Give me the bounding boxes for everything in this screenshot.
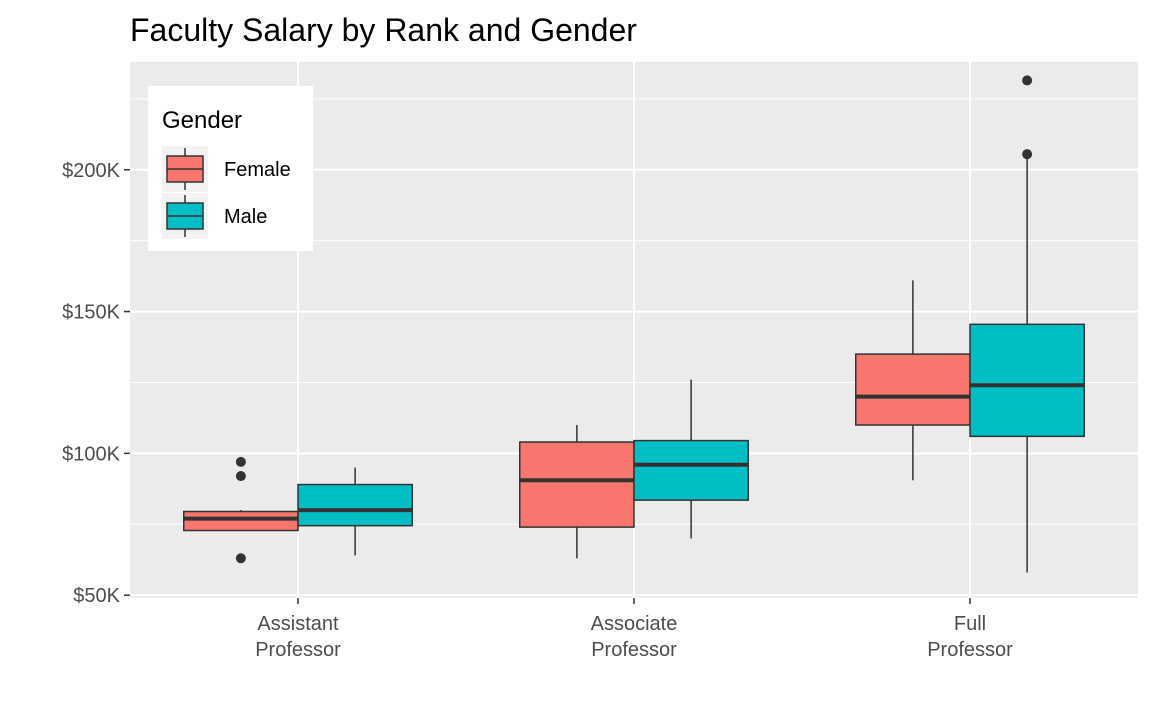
x-tick-label: Professor [255, 639, 341, 661]
y-tick-label: $100K [62, 443, 120, 465]
box-female-2 [855, 280, 971, 481]
outlier-point [1022, 75, 1033, 86]
box-iqr [519, 441, 635, 528]
x-tick-label: Professor [591, 639, 677, 661]
box-iqr [855, 353, 971, 426]
x-tick-label: Professor [927, 639, 1013, 661]
box-iqr [633, 439, 749, 501]
legend-label: Female [224, 159, 291, 181]
legend-key-male [162, 193, 208, 239]
y-tick-label: $50K [73, 585, 120, 607]
outlier-point [235, 553, 246, 564]
legend: Gender Female Male [148, 86, 313, 251]
chart-title: Faculty Salary by Rank and Gender [130, 12, 637, 48]
box-series [183, 75, 1085, 573]
outlier-point [235, 471, 246, 482]
legend-title: Gender [162, 107, 242, 134]
y-tick-label: $200K [62, 160, 120, 182]
box-male-0 [297, 467, 413, 556]
box-female-1 [519, 425, 635, 559]
box-male-2 [969, 75, 1085, 573]
box-iqr [969, 323, 1085, 438]
x-tick-label: Full [954, 613, 986, 635]
outlier-point [1022, 149, 1033, 160]
outlier-point [235, 456, 246, 467]
legend-key-female [162, 146, 208, 192]
box-iqr [297, 483, 413, 527]
axes: $50K $100K $150K $200K Assistant Professor Ass… [62, 160, 1013, 661]
x-tick-label: Assistant [257, 613, 339, 635]
legend-label: Male [224, 206, 267, 228]
x-tick-label: Associate [591, 613, 678, 635]
box-male-1 [633, 379, 749, 539]
box-iqr [183, 510, 299, 532]
y-tick-label: $150K [62, 302, 120, 324]
